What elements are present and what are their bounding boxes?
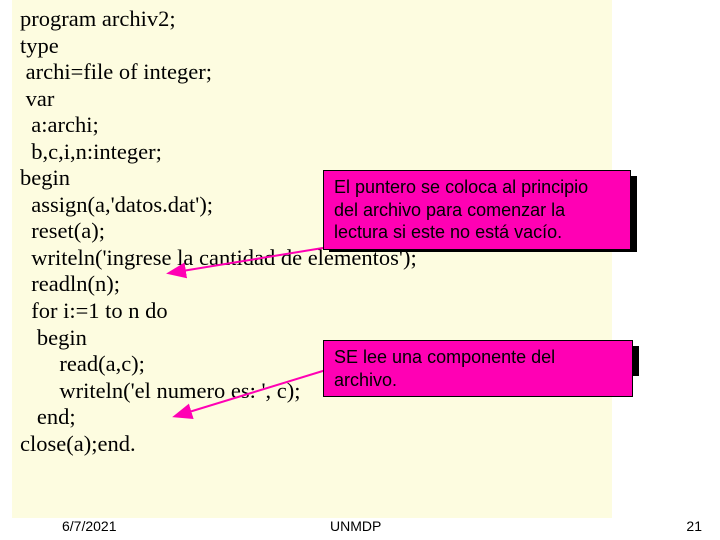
code-line: for i:=1 to n do [20, 298, 604, 325]
footer-page-number: 21 [686, 518, 702, 534]
code-line: var [20, 86, 604, 113]
callout-reset-pointer: El puntero se coloca al principio del ar… [323, 170, 631, 250]
code-block: program archiv2; type archi=file of inte… [12, 0, 612, 518]
code-line: program archiv2; [20, 6, 604, 33]
callout-text-line: SE lee una componente del archivo. [334, 347, 555, 390]
code-line: b,c,i,n:integer; [20, 139, 604, 166]
footer-center: UNMDP [330, 518, 381, 534]
code-line: close(a);end. [20, 431, 604, 458]
callout-text-line: lectura si este no está vacío. [334, 221, 620, 244]
callout-text-line: del archivo para comenzar la [334, 199, 620, 222]
code-line: a:archi; [20, 112, 604, 139]
callout-read-component: SE lee una componente del archivo. [323, 340, 633, 397]
footer-date: 6/7/2021 [62, 518, 117, 534]
code-line: archi=file of integer; [20, 59, 604, 86]
code-line: readln(n); [20, 271, 604, 298]
callout-text-line: El puntero se coloca al principio [334, 176, 620, 199]
code-line: end; [20, 404, 604, 431]
code-line: type [20, 33, 604, 60]
